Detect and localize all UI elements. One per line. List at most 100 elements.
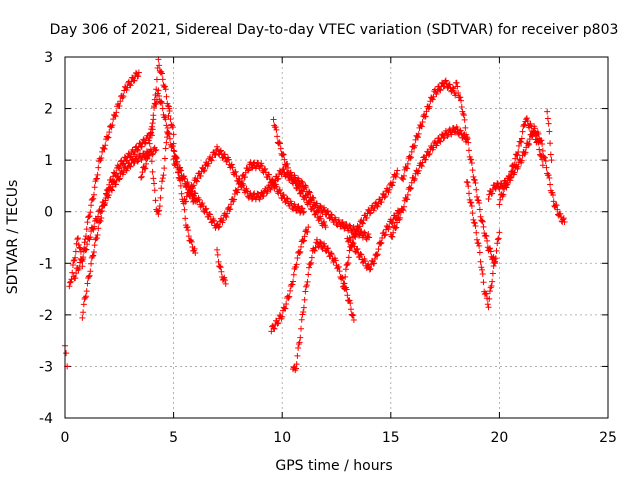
data-point: [430, 144, 437, 151]
series-arc-14: [340, 167, 401, 290]
data-point: [460, 110, 467, 117]
data-point: [79, 258, 86, 265]
data-point: [408, 148, 415, 155]
data-point: [80, 254, 87, 261]
data-point: [124, 84, 131, 91]
data-point: [343, 286, 350, 293]
data-point: [521, 121, 528, 128]
data-point: [547, 140, 554, 147]
data-point: [465, 139, 472, 146]
data-point: [546, 128, 553, 135]
data-point: [547, 151, 554, 158]
data-point: [461, 116, 468, 123]
data-point: [245, 166, 252, 173]
data-point: [156, 203, 163, 210]
data-point: [243, 185, 250, 192]
data-point: [454, 83, 461, 90]
data-point: [437, 87, 444, 94]
data-point: [170, 131, 177, 138]
data-point: [105, 194, 112, 201]
data-point: [101, 201, 108, 208]
data-point: [494, 236, 501, 243]
data-point: [183, 198, 190, 205]
series-arc-21: [496, 115, 546, 208]
series-arc-3: [79, 56, 177, 321]
data-point: [158, 185, 165, 192]
data-point: [264, 188, 271, 195]
data-point: [480, 279, 487, 286]
data-point: [161, 155, 168, 162]
data-point: [215, 258, 222, 265]
data-point: [433, 90, 440, 97]
data-point: [397, 214, 404, 221]
data-point: [214, 246, 221, 253]
data-point: [299, 205, 306, 212]
data-point: [138, 173, 145, 180]
data-point: [81, 296, 88, 303]
data-point: [87, 234, 94, 241]
data-point: [135, 73, 142, 80]
data-point: [159, 105, 166, 112]
data-point: [515, 142, 522, 149]
data-point: [404, 191, 411, 198]
data-point: [297, 334, 304, 341]
data-point: [244, 188, 251, 195]
data-point: [227, 206, 234, 213]
data-point: [203, 205, 210, 212]
data-point: [150, 175, 157, 182]
data-point: [374, 251, 381, 258]
data-point: [143, 160, 150, 167]
data-point: [352, 234, 359, 241]
data-point: [275, 320, 282, 327]
data-point: [464, 135, 471, 142]
data-point: [101, 146, 108, 153]
data-point: [512, 155, 519, 162]
data-point: [295, 344, 302, 351]
data-point: [155, 211, 162, 218]
data-point: [149, 151, 156, 158]
data-point: [321, 240, 328, 247]
data-point: [170, 147, 177, 154]
x-tick-label: 5: [169, 430, 178, 446]
data-point: [295, 341, 302, 348]
data-point: [277, 145, 284, 152]
data-point: [120, 169, 127, 176]
data-point: [296, 250, 303, 257]
data-point: [72, 248, 79, 255]
data-point: [422, 156, 429, 163]
y-tick-label: 1: [44, 153, 53, 169]
y-tick-label: -3: [39, 359, 53, 375]
data-point: [418, 163, 425, 170]
data-point: [308, 254, 315, 261]
data-point: [347, 300, 354, 307]
data-point: [463, 178, 470, 185]
data-point: [146, 140, 153, 147]
data-point: [437, 138, 444, 145]
data-point: [469, 167, 476, 174]
data-point: [299, 179, 306, 186]
data-point: [129, 156, 136, 163]
data-point: [404, 165, 411, 172]
data-point: [487, 284, 494, 291]
data-point: [476, 199, 483, 206]
data-point: [425, 151, 432, 158]
data-point: [290, 278, 297, 285]
data-point: [159, 76, 166, 83]
data-point: [116, 175, 123, 182]
data-point: [301, 296, 308, 303]
data-point: [381, 194, 388, 201]
data-point: [478, 264, 485, 271]
data-point: [159, 178, 166, 185]
data-point: [463, 131, 470, 138]
tick-labels: 0 5 10 15 20 25 -4 -3 -2 -1 0 1 2 3: [39, 50, 617, 446]
data-point: [256, 196, 263, 203]
data-point: [492, 255, 499, 262]
data-point: [317, 203, 324, 210]
data-point: [518, 157, 525, 164]
data-point: [229, 164, 236, 171]
data-point: [90, 195, 97, 202]
data-point: [363, 214, 370, 221]
data-point: [220, 217, 227, 224]
data-point: [489, 270, 496, 277]
